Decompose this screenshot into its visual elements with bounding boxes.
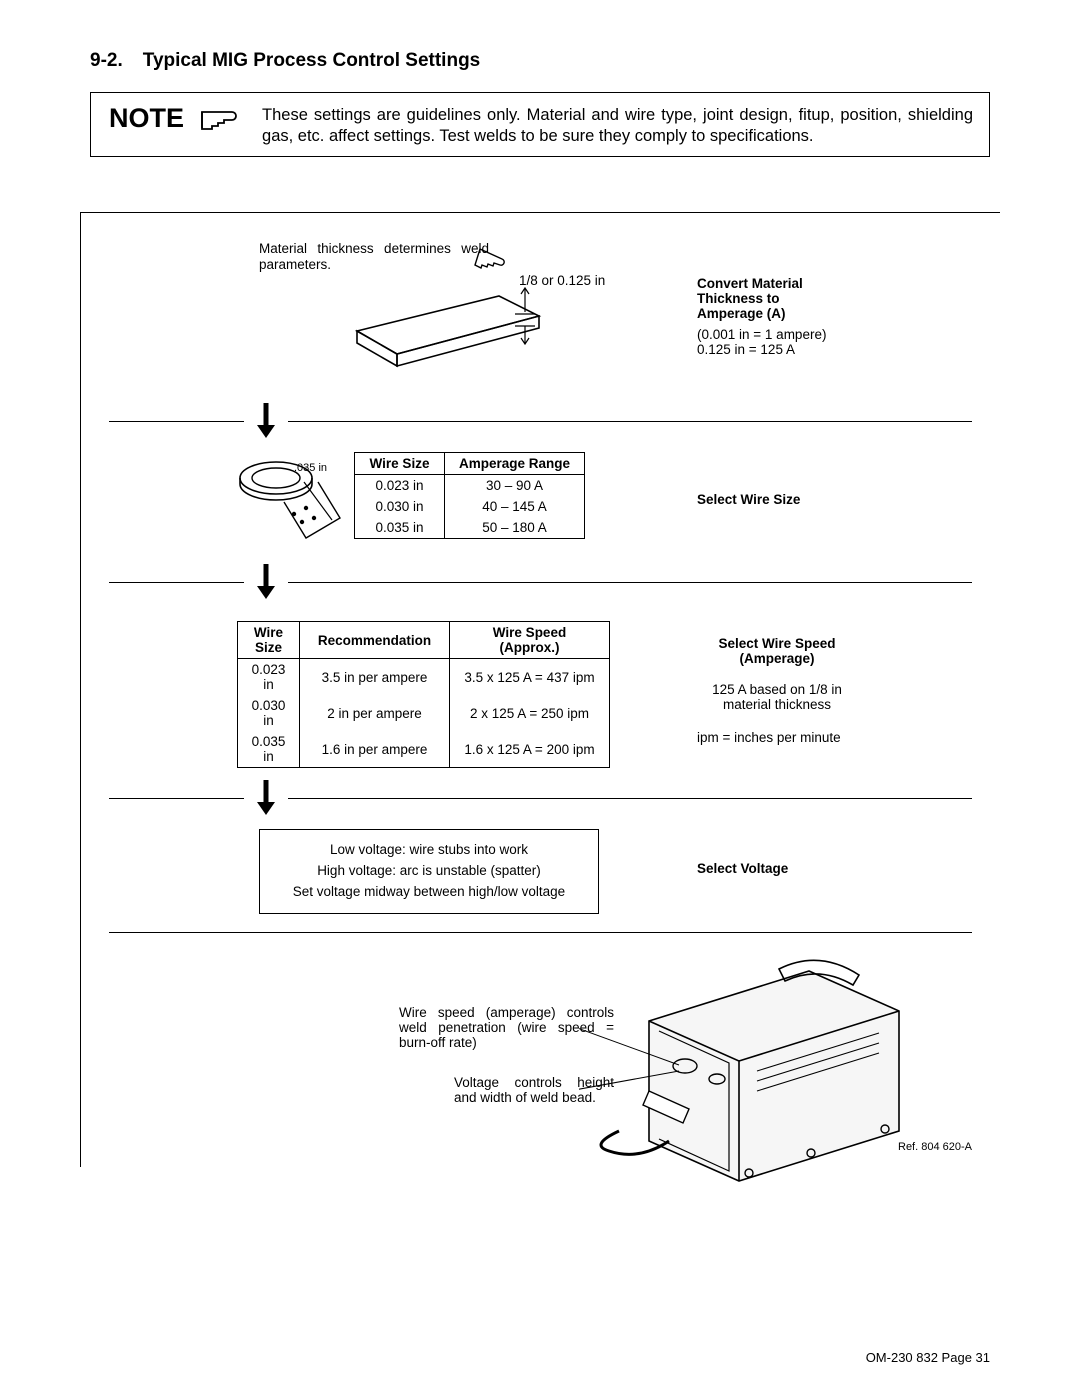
voltage-line1: Low voltage: wire stubs into work [278,840,580,861]
step3-title: Select Wire Speed(Amperage) [697,636,857,666]
th-amp-range: Amperage Range [445,453,585,475]
wire-size-table: Wire Size Amperage Range 0.023 in30 – 90… [354,452,585,539]
step3-line2: ipm = inches per minute [697,730,972,745]
th-recommendation: Recommendation [300,622,450,659]
arrow-down-icon [254,562,278,603]
ref-label: Ref. 804 620-A [898,1141,972,1153]
flow-divider [109,560,972,605]
voltage-box: Low voltage: wire stubs into work High v… [259,829,599,914]
spool-label: .035 in [294,462,327,474]
th-wire-speed: Wire Speed(Approx.) [450,622,610,659]
wire-spool-icon [234,442,344,555]
flow-divider [109,932,972,933]
th-wire-size: Wire Size [355,453,445,475]
arrow-down-icon [254,401,278,442]
welder-machine-icon [579,941,919,1194]
section-title-text: Typical MIG Process Control Settings [143,50,481,71]
step1-caption: Material thickness determines weld param… [259,241,489,273]
note-box: NOTE These settings are guidelines only.… [90,92,990,157]
note-text: These settings are guidelines only. Mate… [262,93,989,156]
flow-diagram: Material thickness determines weld param… [80,212,1000,1167]
voltage-line3: Set voltage midway between high/low volt… [278,882,580,903]
note-label: NOTE [109,103,184,134]
step3-line1: 125 A based on 1/8 in material thickness [697,682,857,712]
step2-title: Select Wire Size [697,492,972,507]
voltage-line2: High voltage: arc is unstable (spatter) [278,861,580,882]
step1-line1: (0.001 in = 1 ampere) [697,327,972,342]
step1-title: Convert MaterialThickness toAmperage (A) [697,276,972,321]
wire-speed-table: WireSize Recommendation Wire Speed(Appro… [237,621,610,768]
page-footer: OM-230 832 Page 31 [866,1350,990,1365]
flow-divider [109,399,972,444]
material-plate-icon [349,286,549,384]
step4-title: Select Voltage [697,861,972,876]
pointing-hand-icon [198,104,244,134]
section-number: 9-2. [90,50,123,71]
flow-divider [109,776,972,821]
th-wire-size-2: WireSize [238,622,300,659]
section-heading: 9-2. Typical MIG Process Control Settings [90,50,990,72]
pointing-hand-small-icon [474,247,512,276]
arrow-down-icon [254,778,278,819]
step1-line2: 0.125 in = 125 A [697,342,972,357]
